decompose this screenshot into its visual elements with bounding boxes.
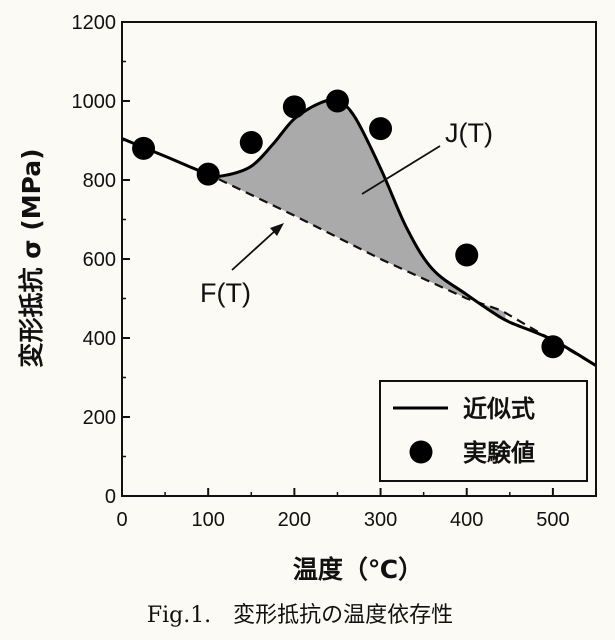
y-axis-title: 変形抵抗 σ (MPa) — [17, 148, 46, 367]
y-tick-label: 200 — [83, 407, 116, 429]
axis-layer: 0 100 200 300 400 500 0 200 400 600 800 1000 1200 — [72, 12, 597, 531]
legend-label-experiment: 実験値 — [463, 439, 535, 467]
legend-box — [379, 380, 588, 482]
annotation-j-pointer — [361, 145, 441, 195]
y-tick-label: 600 — [83, 249, 116, 271]
data-point — [455, 243, 479, 267]
data-point — [282, 95, 306, 119]
point-layer — [132, 89, 565, 359]
data-point — [541, 335, 565, 359]
x-tick-label: 100 — [191, 509, 224, 531]
data-point — [239, 130, 263, 154]
annotation-layer: J(T) F(T) — [200, 118, 493, 308]
x-tick-label: 500 — [536, 509, 569, 531]
annotation-f-arrowhead — [270, 223, 284, 236]
data-point — [196, 162, 220, 186]
data-point — [132, 136, 156, 160]
x-tick-label: 0 — [116, 509, 127, 531]
x-tick-label: 200 — [278, 509, 311, 531]
y-tick-label: 1000 — [72, 91, 117, 113]
x-tick-label: 300 — [364, 509, 397, 531]
data-point — [325, 89, 349, 113]
legend-point-swatch — [409, 440, 433, 464]
legend-label-approx: 近似式 — [463, 395, 535, 423]
data-point — [369, 117, 393, 141]
annotation-f-label: F(T) — [200, 278, 251, 308]
y-tick-label: 1200 — [72, 12, 117, 34]
x-axis-title: 温度（℃） — [293, 555, 423, 584]
figure-caption: Fig.1. 変形抵抗の温度依存性 — [147, 603, 453, 628]
x-tick-label: 400 — [450, 509, 483, 531]
y-tick-label: 0 — [105, 486, 116, 508]
annotation-j-label: J(T) — [445, 118, 493, 148]
area-layer — [208, 101, 506, 320]
y-tick-label: 800 — [83, 170, 116, 192]
y-tick-label: 400 — [83, 328, 116, 350]
shaded-area-j — [208, 101, 506, 320]
annotation-f-pointer — [231, 229, 277, 271]
